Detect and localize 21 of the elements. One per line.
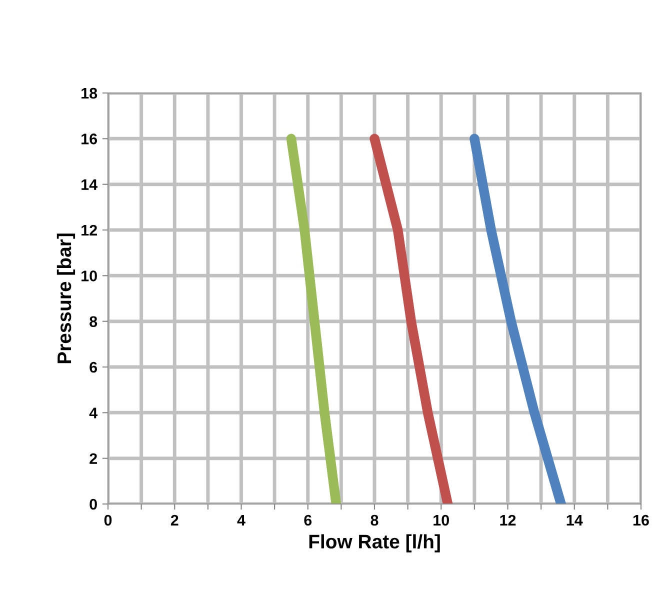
y-tick-label: 14 [82,179,98,190]
x-tick-label: 0 [104,514,112,526]
y-tick-label: 8 [90,316,98,328]
y-tick-label: 18 [82,88,98,99]
x-tick-label: 8 [370,514,378,526]
y-tick-label: 10 [82,270,97,282]
y-tick-label: 2 [90,453,97,464]
x-tick-label: 6 [304,514,312,526]
x-tick-label: 12 [500,514,516,526]
y-tick-label: 6 [90,362,98,373]
y-tick-label: 0 [90,498,97,510]
y-axis-title: Pressure [bar] [56,234,76,364]
y-tick-label: 12 [82,224,97,236]
x-tick-label: 14 [566,514,583,526]
x-tick-label: 2 [170,514,178,526]
x-tick-label: 16 [633,514,649,526]
y-tick-label: 4 [89,408,98,418]
y-tick-label: 16 [82,134,98,144]
x-axis-title: Flow Rate [l/h] [309,534,440,552]
x-tick-label: 10 [434,514,449,526]
x-tick-label: 4 [237,514,246,526]
